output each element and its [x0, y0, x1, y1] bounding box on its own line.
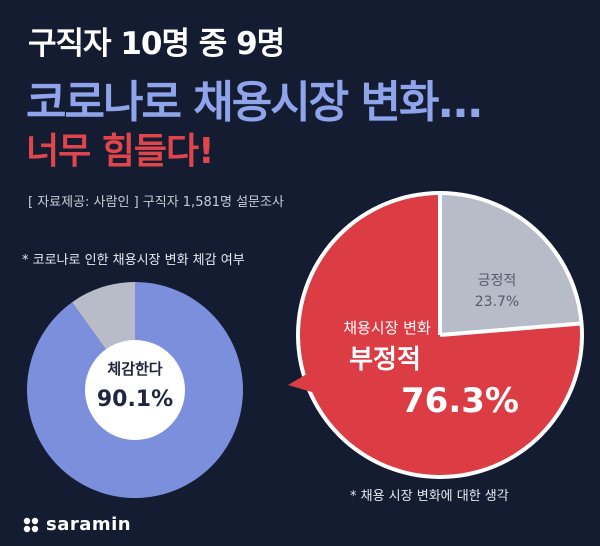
saramin-logo-icon — [23, 517, 39, 532]
right-positive-label: 긍정적 — [478, 273, 517, 289]
right-negative-sublabel: 채용시장 변화 — [343, 319, 431, 337]
saramin-logo: saramin — [22, 514, 131, 535]
right-chart-note: * 채용 시장 변화에 대한 생각 — [350, 489, 509, 504]
left-chart-note: * 코로나로 인한 채용시장 변화 체감 여부 — [22, 253, 245, 268]
right-slice-positive — [440, 195, 580, 335]
left-slice-value: 90.1% — [97, 387, 173, 412]
left-donut-hole — [85, 340, 185, 440]
source-caption: [ 자료제공: 사람인 ] 구직자 1,581명 설문조사 — [28, 195, 284, 210]
title-line-1: 구직자 10명 중 9명 — [28, 26, 285, 62]
speech-bubble-tail — [288, 365, 322, 395]
left-donut-chart: 체감한다 90.1% — [26, 282, 243, 498]
right-negative-label: 부정적 — [349, 345, 421, 375]
left-slice-label: 체감한다 — [107, 360, 162, 378]
right-slice-divider — [439, 321, 580, 337]
right-negative-value: 76.3% — [401, 381, 519, 421]
right-positive-value: 23.7% — [475, 294, 519, 310]
title-line-3: 너무 힘들다! — [26, 131, 215, 172]
brand-name: saramin — [46, 514, 132, 535]
title-line-2: 코로나로 채용시장 변화... — [26, 77, 484, 128]
